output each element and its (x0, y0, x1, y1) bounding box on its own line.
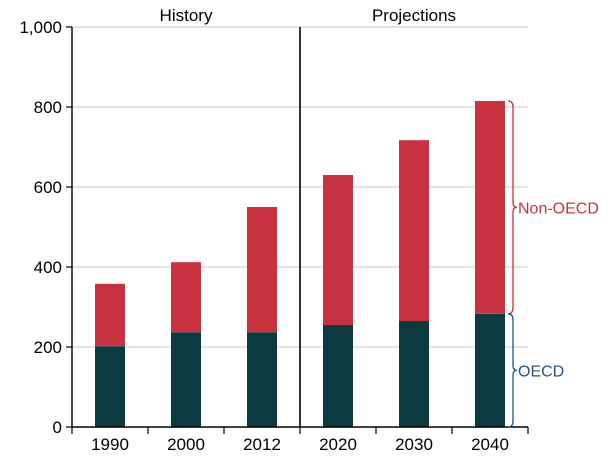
bar-segment-non-oecd (247, 207, 277, 333)
bar-segment-oecd (323, 325, 353, 427)
x-tick-label: 2000 (167, 435, 205, 454)
bar-segment-non-oecd (323, 175, 353, 325)
bars (95, 101, 505, 427)
y-tick-label: 0 (53, 418, 62, 437)
bar-segment-oecd (475, 313, 505, 427)
bar-segment-non-oecd (171, 262, 201, 333)
section-label: History (160, 6, 213, 25)
y-tick-label: 400 (34, 258, 62, 277)
bar-segment-non-oecd (399, 140, 429, 321)
x-tick-label: 2030 (395, 435, 433, 454)
y-tick-label: 600 (34, 178, 62, 197)
section-label: Projections (372, 6, 456, 25)
y-tick-label: 1,000 (19, 18, 62, 37)
bar-segment-oecd (247, 332, 277, 427)
x-tick-label: 2020 (319, 435, 357, 454)
bar-segment-oecd (95, 346, 125, 427)
bar-segment-non-oecd (475, 101, 505, 314)
bracket (507, 313, 518, 428)
bracket (507, 100, 518, 315)
y-tick-label: 800 (34, 98, 62, 117)
x-tick-label: 1990 (91, 435, 129, 454)
axes (66, 26, 529, 434)
bar-segment-oecd (171, 332, 201, 427)
series-annotation-label: OECD (518, 363, 564, 380)
series-annotation-label: Non-OECD (518, 200, 599, 217)
bar-segment-non-oecd (95, 283, 125, 347)
y-tick-label: 200 (34, 338, 62, 357)
bar-segment-oecd (399, 321, 429, 427)
x-tick-label: 2012 (243, 435, 281, 454)
labels: 0 200 400 600 800 1,000 History Projections 1990… (19, 6, 598, 454)
x-tick-label: 2040 (471, 435, 509, 454)
